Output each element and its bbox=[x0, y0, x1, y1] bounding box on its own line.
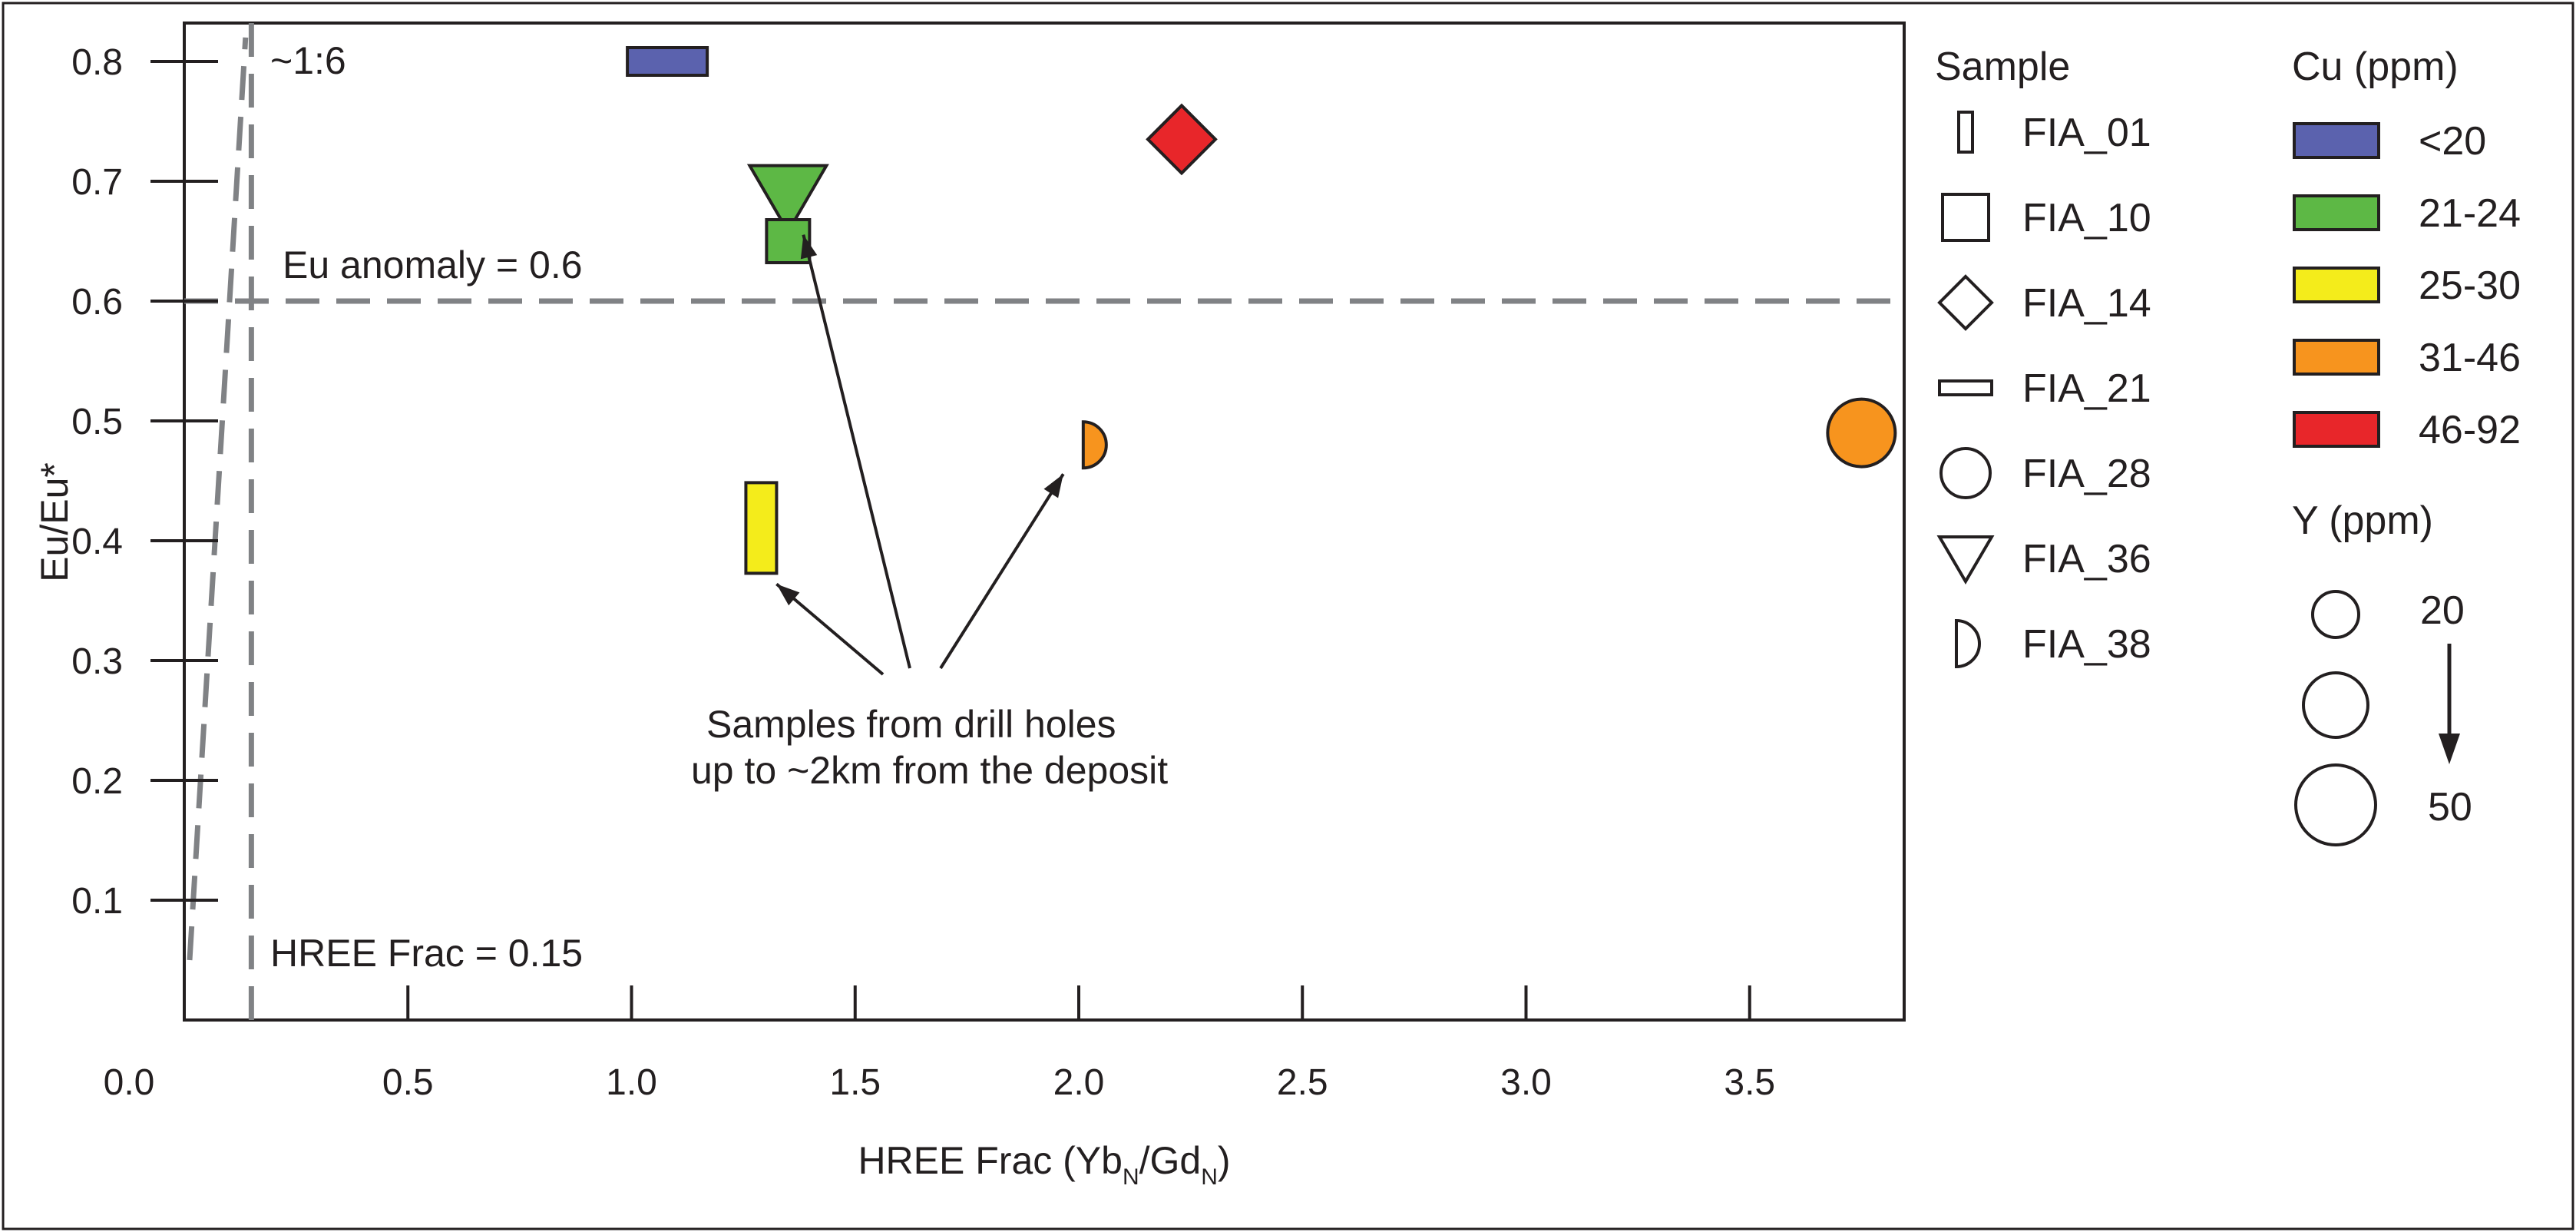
y-tick-label: 0.7 bbox=[71, 162, 123, 203]
legend-cu-label: 21-24 bbox=[2419, 191, 2521, 236]
y-tick-label: 0.3 bbox=[71, 641, 123, 682]
eu-anomaly-label: Eu anomaly = 0.6 bbox=[283, 243, 583, 286]
legend-y-size: Y (ppm) 20 50 bbox=[2292, 498, 2472, 846]
x-axis: 0.0 0.5 1.0 1.5 2.0 2.5 3.0 3.5 bbox=[104, 985, 1775, 1103]
legend-sample-label: FIA_21 bbox=[2022, 366, 2151, 411]
ratio-line bbox=[187, 37, 249, 961]
plot-area bbox=[183, 22, 1906, 1022]
legend-samples: Sample FIA_01 FIA_10 FIA_14 FIA_21 FIA_28 FIA… bbox=[1935, 45, 2151, 669]
point-fia-14 bbox=[1146, 103, 1218, 176]
legend-sample-label: FIA_28 bbox=[2022, 452, 2151, 496]
legend-sample-label: FIA_36 bbox=[2022, 537, 2151, 581]
circle-icon bbox=[1939, 447, 1992, 499]
x-tick-label: 2.0 bbox=[1053, 1062, 1105, 1103]
y-tick-label: 0.4 bbox=[71, 522, 123, 562]
point-fia-38 bbox=[1081, 420, 1108, 470]
annotation-arrow-shaft bbox=[802, 234, 911, 669]
data-points bbox=[626, 46, 1897, 575]
annotation-arrows bbox=[775, 234, 1065, 676]
cu-color-swatch bbox=[2293, 194, 2380, 231]
annotation-arrowhead-icon bbox=[1043, 474, 1063, 498]
legend-cu: Cu (ppm) <20 21-24 25-30 31-46 46-92 bbox=[2292, 45, 2521, 452]
legend-sample-label: FIA_14 bbox=[2022, 281, 2151, 326]
size-circle-medium-icon bbox=[2302, 671, 2369, 739]
triangle-down-icon bbox=[1936, 535, 1995, 585]
legend-sample-title: Sample bbox=[1935, 45, 2070, 89]
x-tick-label: 1.0 bbox=[606, 1062, 657, 1103]
annotation-arrow-shaft bbox=[939, 473, 1065, 670]
hree-frac-label: HREE Frac = 0.15 bbox=[270, 932, 583, 975]
diamond-icon bbox=[1937, 274, 1994, 331]
y-tick-label: 0.2 bbox=[71, 761, 123, 802]
x-tick-label: 2.5 bbox=[1277, 1062, 1328, 1103]
y-axis-label: Eu/Eu* bbox=[33, 462, 76, 582]
x-tick-label: 0.5 bbox=[382, 1062, 434, 1103]
size-circle-large-icon bbox=[2294, 763, 2377, 846]
wide-rect-icon bbox=[1938, 379, 1993, 396]
y-tick-label: 0.8 bbox=[71, 42, 123, 83]
cu-color-swatch bbox=[2293, 339, 2380, 376]
annotation-arrowhead-icon bbox=[776, 584, 800, 606]
cu-color-swatch bbox=[2293, 411, 2380, 448]
tall-rect-icon bbox=[1957, 111, 1974, 154]
y-tick-label: 0.1 bbox=[71, 881, 123, 922]
x-tick-label: 0.0 bbox=[104, 1062, 155, 1103]
legend-cu-label: <20 bbox=[2419, 119, 2486, 164]
y-axis: 0.1 0.2 0.3 0.4 0.5 0.6 0.7 0.8 bbox=[71, 42, 218, 922]
point-fia-36 bbox=[746, 164, 829, 235]
point-fia-01 bbox=[744, 481, 779, 575]
y-tick-label: 0.6 bbox=[71, 282, 123, 323]
size-circle-small-icon bbox=[2311, 590, 2360, 639]
cu-color-swatch bbox=[2293, 267, 2380, 303]
x-tick-label: 1.5 bbox=[829, 1062, 881, 1103]
reference-lines bbox=[184, 23, 1906, 1020]
square-icon bbox=[1941, 193, 1990, 242]
legend-cu-label: 25-30 bbox=[2419, 263, 2521, 308]
legend-cu-label: 46-92 bbox=[2419, 408, 2521, 452]
annotation-line-2: up to ~2km from the deposit bbox=[691, 749, 1168, 792]
cu-color-swatch bbox=[2293, 122, 2380, 159]
legend-sample-label: FIA_38 bbox=[2022, 622, 2151, 667]
legend-sample-label: FIA_10 bbox=[2022, 196, 2151, 240]
annotation-arrowhead-icon bbox=[800, 234, 818, 260]
legend-y-min: 20 bbox=[2420, 588, 2465, 633]
y-tick-label: 0.5 bbox=[71, 402, 123, 442]
point-fia-21 bbox=[626, 46, 709, 77]
ratio-label: ~1:6 bbox=[270, 39, 346, 82]
x-tick-label: 3.0 bbox=[1500, 1062, 1552, 1103]
annotation-arrow-shaft bbox=[775, 582, 885, 676]
legend-y-title: Y (ppm) bbox=[2292, 498, 2433, 543]
legend-cu-title: Cu (ppm) bbox=[2292, 45, 2459, 89]
size-arrow-head-icon bbox=[2439, 734, 2460, 764]
legend-sample-label: FIA_01 bbox=[2022, 111, 2151, 155]
x-axis-label: HREE Frac (YbN/GdN) bbox=[858, 1139, 1230, 1190]
annotation-line-1: Samples from drill holes bbox=[706, 703, 1116, 746]
half-circle-icon bbox=[1955, 618, 1981, 669]
legend-y-max: 50 bbox=[2428, 785, 2472, 830]
legend-cu-label: 31-46 bbox=[2419, 336, 2521, 380]
ratio-reference-line bbox=[187, 37, 249, 961]
point-fia-28 bbox=[1826, 397, 1897, 469]
x-tick-label: 3.5 bbox=[1724, 1062, 1775, 1103]
